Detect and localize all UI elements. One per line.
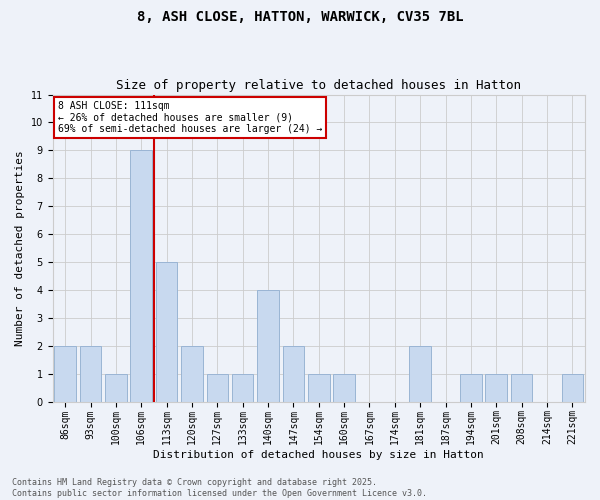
Bar <box>308 374 329 402</box>
Bar <box>130 150 152 402</box>
Bar <box>156 262 178 402</box>
Bar <box>55 346 76 402</box>
Bar <box>105 374 127 402</box>
Title: Size of property relative to detached houses in Hatton: Size of property relative to detached ho… <box>116 79 521 92</box>
Bar <box>181 346 203 402</box>
Bar <box>511 374 532 402</box>
Y-axis label: Number of detached properties: Number of detached properties <box>15 150 25 346</box>
Bar <box>232 374 253 402</box>
Bar <box>562 374 583 402</box>
Bar <box>485 374 507 402</box>
X-axis label: Distribution of detached houses by size in Hatton: Distribution of detached houses by size … <box>154 450 484 460</box>
Bar <box>257 290 279 402</box>
Bar <box>334 374 355 402</box>
Bar <box>409 346 431 402</box>
Bar <box>460 374 482 402</box>
Text: 8 ASH CLOSE: 111sqm
← 26% of detached houses are smaller (9)
69% of semi-detache: 8 ASH CLOSE: 111sqm ← 26% of detached ho… <box>58 100 322 134</box>
Bar <box>206 374 228 402</box>
Bar <box>80 346 101 402</box>
Bar <box>283 346 304 402</box>
Text: Contains HM Land Registry data © Crown copyright and database right 2025.
Contai: Contains HM Land Registry data © Crown c… <box>12 478 427 498</box>
Text: 8, ASH CLOSE, HATTON, WARWICK, CV35 7BL: 8, ASH CLOSE, HATTON, WARWICK, CV35 7BL <box>137 10 463 24</box>
